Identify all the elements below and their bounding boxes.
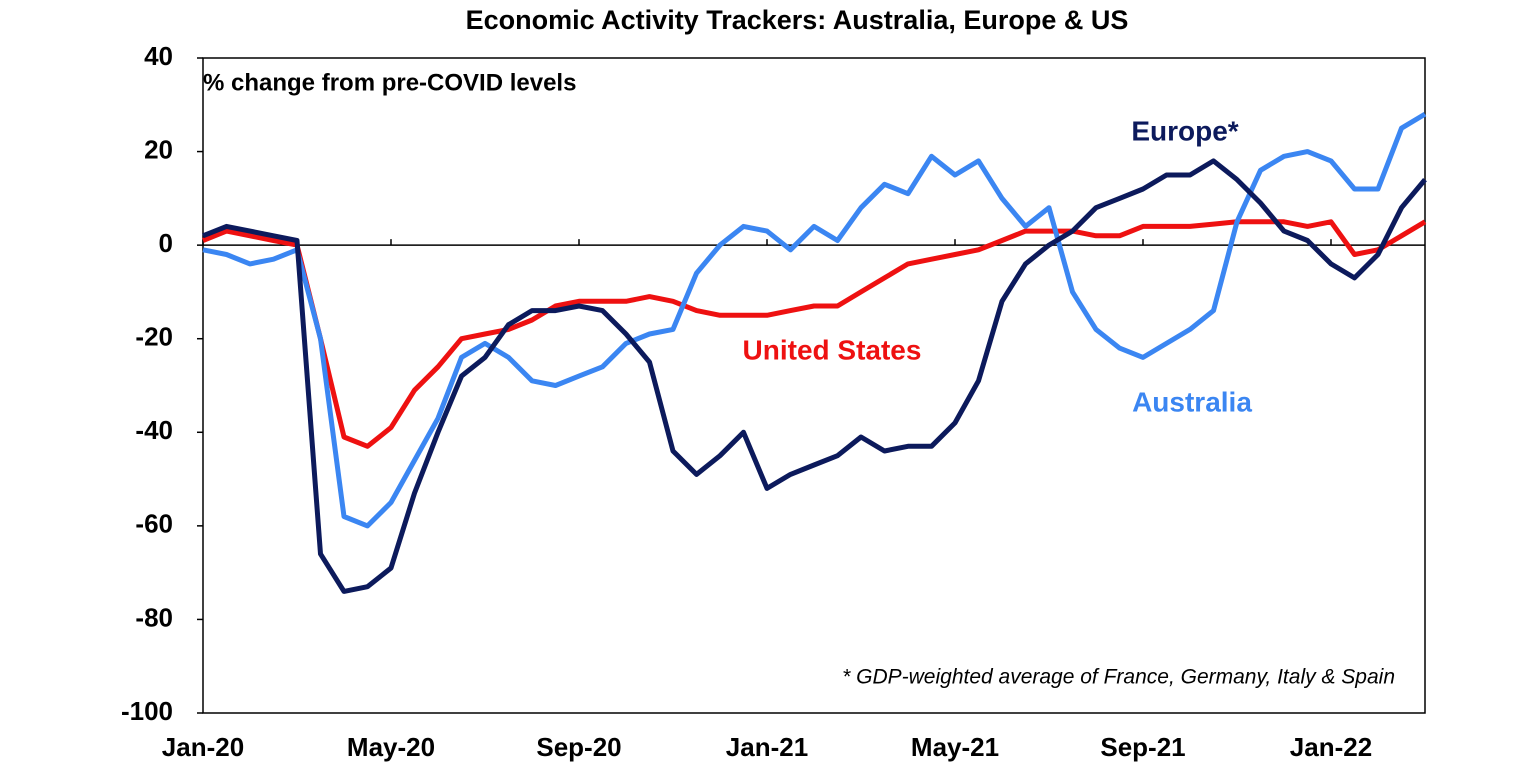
subtitle: % change from pre-COVID levels xyxy=(203,69,576,96)
series-line xyxy=(202,158,1427,594)
series-line xyxy=(202,111,1427,529)
x-tick-label: Sep-20 xyxy=(536,732,621,762)
series-line xyxy=(202,219,1427,449)
y-tick-label: 20 xyxy=(144,134,173,164)
x-tick-label: Jan-21 xyxy=(726,732,808,762)
series-label: Australia xyxy=(1132,386,1252,417)
y-tick-label: 0 xyxy=(159,228,173,258)
y-tick-label: -100 xyxy=(121,696,173,726)
footnote: * GDP-weighted average of France, German… xyxy=(842,666,1395,689)
chart-title: Economic Activity Trackers: Australia, E… xyxy=(466,5,1129,35)
plot-frame xyxy=(202,57,1426,714)
y-tick-label: -60 xyxy=(135,509,173,539)
x-tick-label: Sep-21 xyxy=(1100,732,1185,762)
y-tick-label: -40 xyxy=(135,415,173,445)
y-tick-label: -80 xyxy=(135,602,173,632)
y-tick-label: -20 xyxy=(135,322,173,352)
series-label: Europe* xyxy=(1131,115,1238,146)
x-tick-label: May-21 xyxy=(911,732,999,762)
x-tick-label: Jan-22 xyxy=(1290,732,1372,762)
x-tick-label: Jan-20 xyxy=(162,732,244,762)
series-label: United States xyxy=(743,334,922,365)
x-tick-label: May-20 xyxy=(347,732,435,762)
y-tick-label: 40 xyxy=(144,41,173,71)
